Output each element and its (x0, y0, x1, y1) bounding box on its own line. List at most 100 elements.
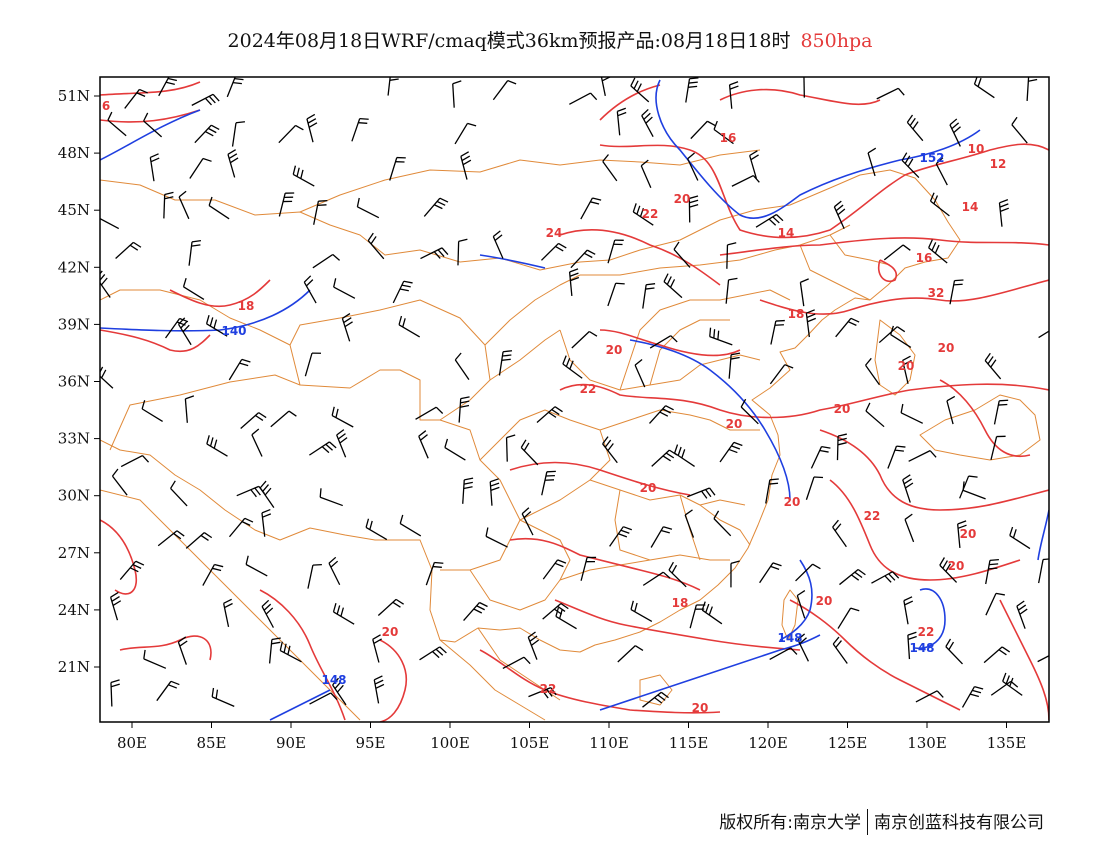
wind-barb (119, 560, 145, 580)
map-frame (99, 76, 1050, 723)
temperature-label: 24 (546, 226, 563, 240)
wind-barb (725, 277, 738, 304)
temperature-label: 18 (672, 596, 689, 610)
wind-barb (202, 563, 224, 586)
temperature-label: 22 (864, 509, 881, 523)
wind-barb (571, 330, 598, 349)
wind-barb (983, 646, 1011, 664)
wind-barb (460, 151, 472, 180)
wind-barb (182, 278, 205, 301)
wind-barb (810, 445, 831, 469)
wind-barb (805, 309, 817, 338)
wind-barb (100, 270, 111, 298)
wind-barb (1002, 672, 1023, 696)
wind-barb (542, 602, 569, 620)
wind-barb (555, 607, 577, 630)
temperature-label: 20 (640, 481, 657, 495)
wind-barb (205, 315, 228, 337)
wind-barb (600, 77, 611, 97)
wind-barb (208, 196, 230, 220)
wind-barb (616, 107, 627, 136)
wind-barb (307, 564, 322, 589)
temp-contour-line (100, 519, 137, 595)
wind-barb (805, 476, 824, 500)
wind-barb (418, 430, 429, 459)
wind-barb (387, 77, 399, 96)
wind-barb (423, 197, 449, 217)
wind-barb (728, 352, 741, 379)
wind-barb (569, 92, 598, 105)
wind-barb (1011, 116, 1028, 144)
wind-barb (1037, 558, 1049, 584)
wind-barb (795, 563, 821, 582)
temperature-label: 14 (778, 226, 795, 240)
lat-tick-label: 39N (58, 315, 90, 333)
wind-barb (876, 87, 905, 100)
wind-barb (485, 527, 508, 548)
wind-barb (770, 319, 785, 345)
temperature-label: 20 (834, 402, 851, 416)
mongolia-border (299, 149, 761, 213)
wind-barb (270, 410, 297, 428)
wind-barb (945, 638, 963, 665)
temperature-label: 6 (102, 99, 110, 113)
wind-barb (769, 647, 798, 661)
wind-barb (261, 599, 274, 628)
wind-barb (833, 200, 846, 229)
wind-barb (962, 481, 986, 500)
wind-barb (143, 649, 167, 669)
footer-right: 南京创蓝科技有限公司 (874, 813, 1044, 833)
height-label: 140 (221, 324, 246, 338)
wind-barb (228, 358, 251, 381)
temp-contour-line (939, 379, 1031, 457)
lat-tick-label: 21N (58, 658, 90, 676)
wind-barb (170, 480, 188, 507)
lat-tick-label: 42N (58, 258, 90, 276)
wind-barb (915, 690, 944, 703)
wind-barb (580, 197, 602, 220)
country-border (100, 169, 961, 653)
wind-barb (949, 118, 961, 147)
wind-barb (143, 112, 163, 138)
temperature-label: 20 (726, 417, 743, 431)
temperature-label: 22 (642, 207, 659, 221)
wind-barb (713, 510, 732, 537)
wind-barb (832, 636, 848, 664)
wind-barb (935, 157, 948, 186)
lat-tick-label: 24N (58, 601, 90, 619)
wind-barb (100, 208, 120, 230)
lon-tick-label: 85E (196, 734, 226, 752)
temperature-label: 18 (788, 307, 805, 321)
wind-barb (835, 317, 860, 338)
wind-barb (803, 77, 805, 98)
wind-barb (701, 601, 723, 625)
wind-barb (303, 275, 317, 304)
wind-barb (492, 230, 504, 259)
wind-barb (690, 120, 716, 140)
wind-barb (687, 487, 716, 499)
province-border-qinghai (289, 299, 491, 421)
wind-barb (878, 326, 906, 344)
footer-left: 版权所有:南京大学 (719, 813, 861, 833)
wind-barb (607, 239, 624, 264)
wind-barb (651, 449, 678, 467)
lat-tick-label: 51N (58, 87, 90, 105)
wind-barb (1016, 600, 1028, 629)
wind-barb (541, 242, 567, 261)
province-border-inner-mongolia (580, 224, 851, 276)
height-label: 152 (919, 151, 944, 165)
province-border-gansu (484, 274, 581, 381)
height-label: 148 (909, 641, 934, 655)
wind-barb (602, 154, 618, 182)
temp-contour-line (554, 599, 801, 651)
wind-barb (726, 242, 737, 269)
wind-barb (883, 244, 911, 261)
wind-barb (141, 400, 163, 422)
height-contour-line (655, 79, 981, 220)
wind-barb (392, 280, 413, 304)
province-border-central (559, 329, 761, 581)
height-contour-line (599, 634, 821, 711)
lon-tick-label: 90E (276, 734, 306, 752)
wind-barb (902, 474, 914, 503)
wind-barb (373, 675, 385, 704)
